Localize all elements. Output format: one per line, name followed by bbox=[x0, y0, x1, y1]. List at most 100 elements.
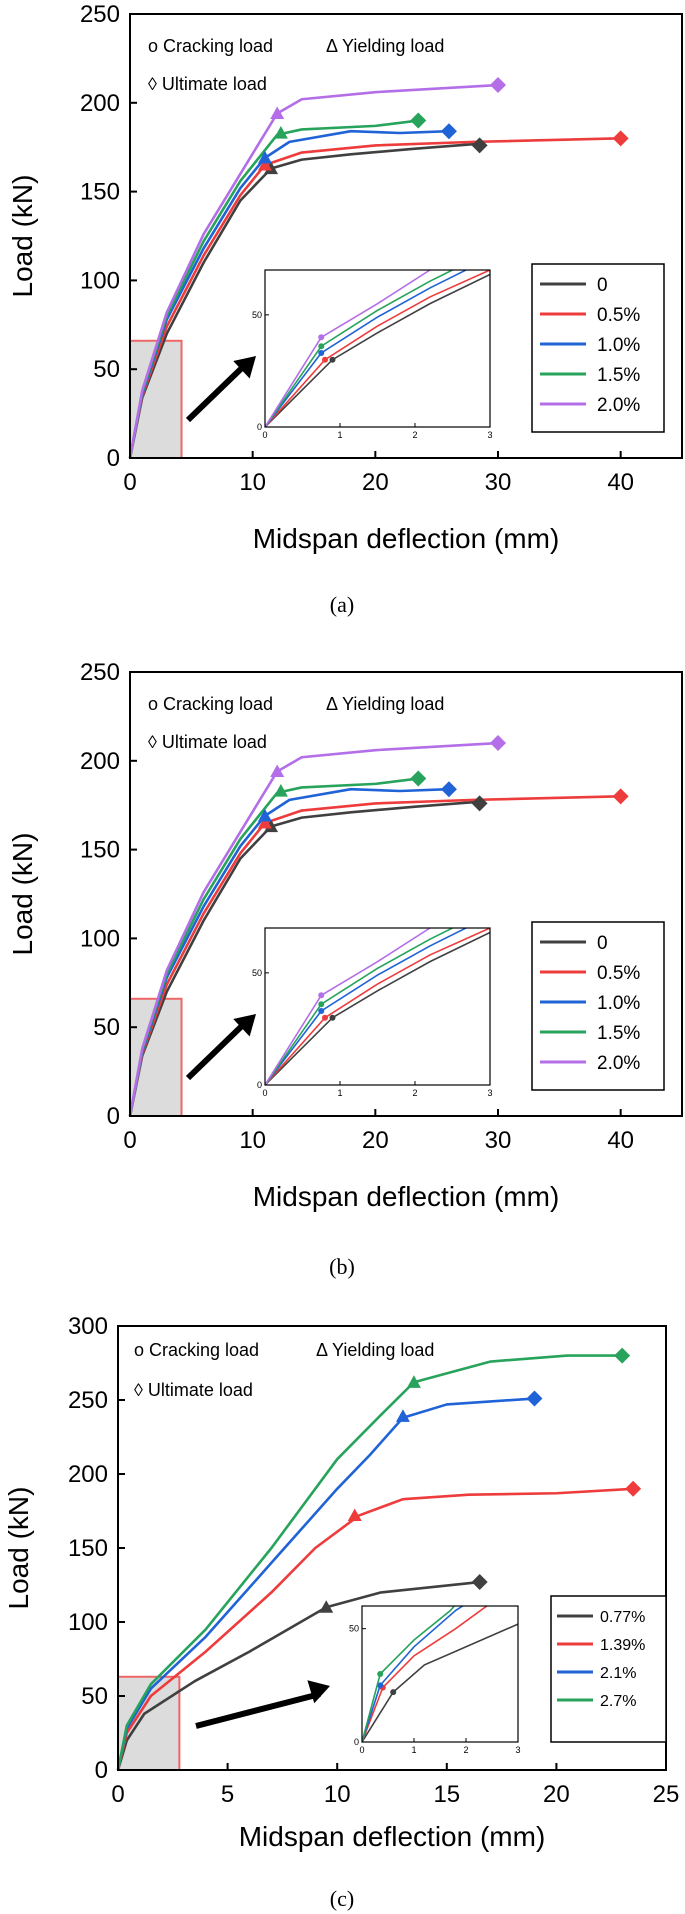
yield-marker-2.0% bbox=[270, 106, 285, 120]
y-tick-label: 100 bbox=[80, 267, 120, 294]
y-tick-label: 0 bbox=[95, 1757, 108, 1784]
series-line-0.5% bbox=[128, 137, 621, 459]
inset-frame bbox=[264, 927, 491, 1086]
crack-marker-2.0% bbox=[318, 992, 325, 999]
yield-marker-0 bbox=[264, 161, 279, 175]
marker-legend-tri: Δ Yielding load bbox=[326, 36, 444, 56]
marker-legend-dia: ◊ Ultimate load bbox=[148, 74, 267, 94]
x-tick-label: 20 bbox=[362, 469, 389, 496]
x-tick-label: 25 bbox=[653, 1781, 680, 1808]
inset-chart: 0 1 2 3 0 50 bbox=[349, 1605, 521, 1755]
y-tick-label: 0 bbox=[107, 1103, 120, 1130]
x-axis-label: Midspan deflection (mm) bbox=[253, 523, 560, 554]
inset-y-tick-label: 50 bbox=[252, 968, 262, 978]
ultimate-marker-2.0% bbox=[490, 735, 506, 752]
inset-line-0 bbox=[265, 931, 490, 1085]
series-line-2.0% bbox=[128, 741, 499, 1117]
series-line-2.1% bbox=[116, 1397, 535, 1771]
ultimate-marker-1.0% bbox=[440, 123, 457, 140]
x-tick-label: 30 bbox=[485, 469, 512, 496]
y-tick-label: 200 bbox=[80, 748, 120, 775]
x-tick-label: 20 bbox=[362, 1127, 389, 1154]
legend-label-1.0%: 1.0% bbox=[597, 993, 640, 1014]
inset-line-2.7% bbox=[362, 1606, 456, 1742]
y-tick-label: 50 bbox=[81, 1683, 108, 1710]
inset-x-tick-label: 1 bbox=[337, 430, 342, 440]
inset-y-tick-label: 0 bbox=[354, 1737, 359, 1747]
panel-caption: (c) bbox=[330, 1886, 354, 1911]
legend-label-0.5%: 0.5% bbox=[597, 963, 640, 984]
y-tick-label: 300 bbox=[68, 1313, 108, 1340]
inset-background bbox=[362, 1606, 518, 1742]
inset-x-tick-label: 1 bbox=[337, 1088, 342, 1098]
inset-line-2.1% bbox=[362, 1606, 464, 1742]
marker-legend-tri: Δ Yielding load bbox=[316, 1340, 434, 1360]
inset-frame bbox=[361, 1605, 519, 1743]
legend-label-0: 0 bbox=[597, 275, 608, 296]
x-tick-label: 10 bbox=[324, 1781, 351, 1808]
ultimate-marker-2.0% bbox=[490, 77, 506, 94]
x-tick-label: 0 bbox=[111, 1781, 124, 1808]
inset-line-2.0% bbox=[265, 928, 432, 1085]
yield-marker-2.7% bbox=[406, 1375, 421, 1388]
zoom-arrow-head bbox=[233, 1014, 256, 1037]
inset-background bbox=[265, 928, 490, 1085]
y-axis-label: Load (kN) bbox=[3, 1487, 34, 1610]
inset-x-tick-label: 2 bbox=[412, 430, 417, 440]
inset-x-tick-label: 1 bbox=[411, 1745, 416, 1755]
marker-legend-circ: o Cracking load bbox=[134, 1340, 259, 1360]
ultimate-marker-2.1% bbox=[526, 1390, 543, 1407]
legend-label-1.5%: 1.5% bbox=[597, 365, 640, 386]
crack-marker-0.77% bbox=[390, 1689, 397, 1696]
inset-x-tick-label: 0 bbox=[262, 430, 267, 440]
inset-y-tick-label: 50 bbox=[349, 1624, 359, 1634]
crack-marker-2.7% bbox=[377, 1671, 384, 1677]
x-tick-label: 5 bbox=[221, 1781, 234, 1808]
legend-label-2.0%: 2.0% bbox=[597, 395, 640, 416]
legend-label-1.39%: 1.39% bbox=[600, 1637, 645, 1654]
y-axis-label: Load (kN) bbox=[7, 175, 38, 298]
x-axis-label: Midspan deflection (mm) bbox=[253, 1181, 560, 1212]
ultimate-marker-1.0% bbox=[440, 781, 457, 798]
y-tick-label: 250 bbox=[80, 659, 120, 686]
ultimate-marker-2.7% bbox=[614, 1347, 631, 1364]
inset-line-1.0% bbox=[265, 270, 468, 427]
inset-line-0.77% bbox=[362, 1623, 518, 1742]
yield-marker-1.5% bbox=[273, 125, 288, 139]
y-tick-label: 150 bbox=[80, 837, 120, 864]
crack-marker-0 bbox=[329, 1014, 336, 1021]
crack-marker-1.0% bbox=[318, 1007, 325, 1014]
crack-marker-0.5% bbox=[322, 356, 328, 363]
inset-line-0.5% bbox=[265, 928, 490, 1085]
x-axis-label: Midspan deflection (mm) bbox=[239, 1821, 546, 1852]
yield-marker-0.77% bbox=[319, 1600, 334, 1613]
yield-marker-0 bbox=[264, 819, 279, 833]
series-line-0.5% bbox=[128, 795, 621, 1117]
inset-y-tick-label: 0 bbox=[257, 1080, 262, 1090]
inset-line-1.5% bbox=[265, 270, 455, 427]
marker-legend-dia: ◊ Ultimate load bbox=[134, 1380, 253, 1400]
x-tick-label: 10 bbox=[239, 1127, 266, 1154]
x-tick-label: 20 bbox=[543, 1781, 570, 1808]
ultimate-marker-0.5% bbox=[612, 130, 629, 147]
series-line-0 bbox=[128, 142, 480, 459]
series-line-2.7% bbox=[116, 1354, 623, 1771]
panel-caption: (b) bbox=[329, 1254, 355, 1279]
ultimate-marker-1.5% bbox=[410, 770, 427, 787]
inset-x-tick-label: 2 bbox=[463, 1745, 468, 1755]
zoom-arrow bbox=[195, 1691, 321, 1729]
y-tick-label: 250 bbox=[80, 1, 120, 28]
y-tick-label: 100 bbox=[80, 925, 120, 952]
y-tick-label: 0 bbox=[107, 445, 120, 472]
yield-marker-2.0% bbox=[270, 764, 285, 778]
legend-label-1.5%: 1.5% bbox=[597, 1023, 640, 1044]
crack-marker-2.0% bbox=[318, 334, 325, 341]
inset-x-tick-label: 3 bbox=[487, 1088, 492, 1098]
inset-frame bbox=[264, 269, 491, 428]
legend-label-2.1%: 2.1% bbox=[600, 1665, 636, 1682]
inset-chart: 0 1 2 3 0 50 bbox=[252, 269, 493, 440]
plot-frame bbox=[129, 13, 683, 459]
crack-marker-1.5% bbox=[318, 343, 325, 350]
